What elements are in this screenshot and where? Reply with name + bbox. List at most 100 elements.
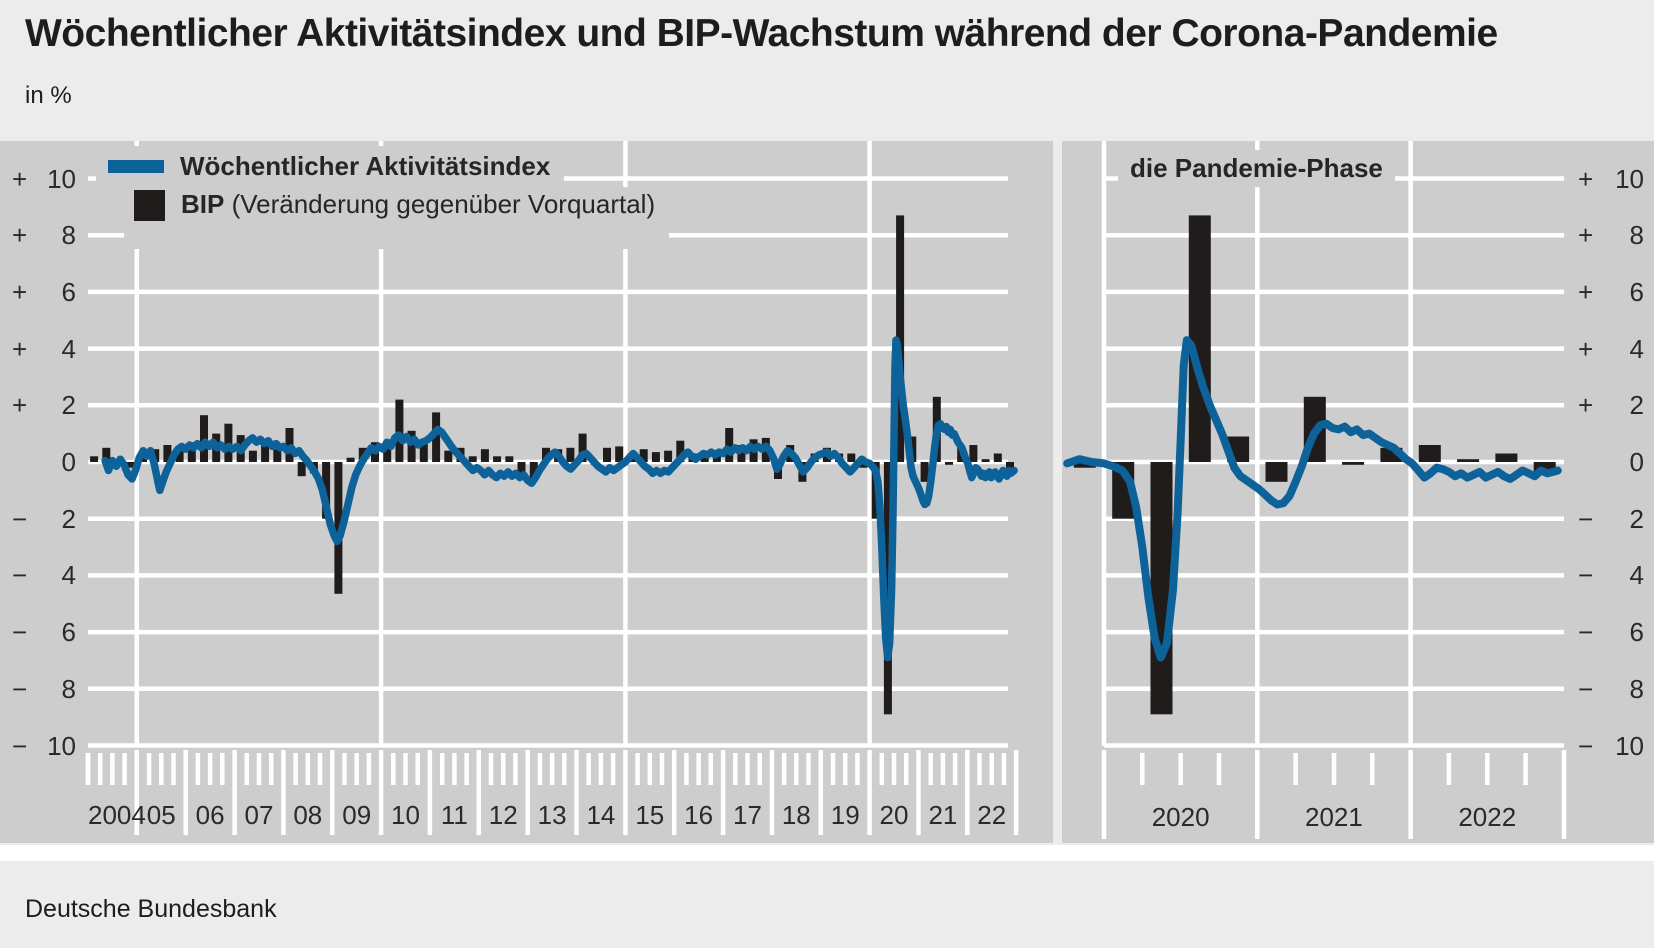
chart-title: Wöchentlicher Aktivitätsindex und BIP-Wa… <box>25 12 1498 55</box>
y-axis-label-left: +2 <box>12 389 76 421</box>
year-label-right: 2020 <box>1151 802 1210 832</box>
y-label-sign: − <box>1578 503 1594 534</box>
year-label-left: 16 <box>684 800 714 830</box>
y-axis-label-left: −6 <box>12 616 76 648</box>
source-label: Deutsche Bundesbank <box>25 895 277 923</box>
year-label-left: 11 <box>440 800 468 830</box>
bip-bar <box>981 459 990 462</box>
bip-bar <box>651 452 660 462</box>
bip-bar <box>920 462 929 482</box>
legend-row-activity-index: Wöchentlicher Aktivitätsindex <box>96 146 565 187</box>
y-label-sign: + <box>12 163 28 194</box>
year-label-left: 08 <box>293 800 323 830</box>
bip-bar <box>480 449 489 462</box>
bip-bar <box>1342 462 1365 465</box>
year-label-left: 18 <box>781 800 811 830</box>
y-axis-label-left: +4 <box>12 333 76 365</box>
pandemic-panel-title: die Pandemie-Phase <box>1118 150 1395 187</box>
bip-bar <box>615 446 624 462</box>
y-label-number: 8 <box>61 673 76 704</box>
y-label-sign: + <box>12 390 28 421</box>
year-label-left: 17 <box>733 800 762 830</box>
bip-bar <box>102 447 111 462</box>
y-label-number: 6 <box>1629 617 1644 648</box>
y-label-sign: − <box>12 673 28 704</box>
bip-bar <box>847 453 856 462</box>
bip-bar <box>187 442 196 462</box>
y-axis-label-left: −4 <box>12 559 76 591</box>
bip-bar <box>261 439 270 462</box>
legend-label-bip-desc: (Veränderung gegenüber Vorquartal) <box>231 189 656 219</box>
bip-bar <box>468 456 477 462</box>
y-label-number: 8 <box>1629 673 1644 704</box>
y-label-number: 6 <box>1629 276 1644 307</box>
y-label-sign: − <box>12 503 28 534</box>
year-label-left: 22 <box>977 800 1007 830</box>
bip-bar <box>945 462 953 465</box>
bip-bar <box>1188 215 1211 462</box>
y-axis-label-right: −8 <box>1578 673 1644 705</box>
year-label-left: 2004 <box>88 800 146 830</box>
y-label-number: 10 <box>47 163 76 194</box>
line-series-swatch-icon <box>108 160 164 173</box>
y-axis-label-right: −10 <box>1578 730 1644 762</box>
bip-bar <box>676 440 685 462</box>
y-axis-label-left: +10 <box>12 163 76 195</box>
year-label-left: 15 <box>635 800 665 830</box>
y-label-number: 4 <box>61 560 76 591</box>
y-axis-label-left: 0 <box>12 446 76 478</box>
y-label-number: 4 <box>1629 560 1644 591</box>
y-label-sign: − <box>12 560 28 591</box>
bip-bar <box>700 456 709 462</box>
unit-label: in % <box>25 82 72 109</box>
y-axis-label-right: +8 <box>1578 219 1644 251</box>
bip-bar <box>407 430 416 462</box>
bip-bar <box>1495 453 1518 462</box>
y-label-sign: + <box>1578 163 1594 194</box>
y-label-number: 2 <box>1629 503 1644 534</box>
bip-bar <box>163 445 172 462</box>
year-label-left: 19 <box>830 800 860 830</box>
bip-bar <box>383 447 392 462</box>
y-label-sign: − <box>12 617 28 648</box>
bip-bar <box>896 215 905 462</box>
footer-divider <box>0 845 1654 861</box>
y-label-number: 6 <box>61 276 76 307</box>
y-axis-label-left: −10 <box>12 730 76 762</box>
bip-bar <box>603 447 611 462</box>
bip-bar <box>346 457 355 462</box>
y-label-number: 10 <box>47 730 76 761</box>
y-label-sign: + <box>12 220 28 251</box>
bip-bar <box>90 456 99 462</box>
y-label-number: 2 <box>1629 390 1644 421</box>
y-label-sign: − <box>1578 673 1594 704</box>
year-label-left: 07 <box>244 800 274 830</box>
bip-bar <box>1073 462 1096 468</box>
year-label-left: 12 <box>488 800 518 830</box>
year-label-right: 2021 <box>1305 802 1363 832</box>
y-label-sign: − <box>1578 617 1594 648</box>
y-label-sign: − <box>12 730 28 761</box>
bip-bar <box>737 445 746 462</box>
y-label-sign: + <box>12 333 28 364</box>
legend-label-bip-short: BIP <box>181 189 225 219</box>
y-axis-label-right: +2 <box>1578 389 1644 421</box>
year-label-left: 06 <box>195 800 225 830</box>
legend-row-bip: BIP (Veränderung gegenüber Vorquartal) <box>124 187 670 249</box>
bip-bar <box>639 449 648 462</box>
y-axis-label-left: −8 <box>12 673 76 705</box>
pandemic-phase-chart-canvas <box>1063 141 1567 839</box>
pandemic-phase-chart-panel: die Pandemie-Phase <box>1062 141 1654 843</box>
legend-label-bip: BIP (Veränderung gegenüber Vorquartal) <box>181 189 655 220</box>
y-label-number: 2 <box>61 390 76 421</box>
bip-bar <box>578 433 587 462</box>
bip-bar <box>566 447 575 462</box>
y-label-number: 8 <box>1629 220 1644 251</box>
bip-bar <box>664 450 673 462</box>
bip-bar <box>1265 462 1288 482</box>
bip-bar <box>248 450 257 462</box>
bip-bar <box>529 462 538 479</box>
legend-label-activity-index: Wöchentlicher Aktivitätsindex <box>180 151 551 181</box>
bip-bar <box>419 439 428 462</box>
bip-bar <box>175 449 184 462</box>
